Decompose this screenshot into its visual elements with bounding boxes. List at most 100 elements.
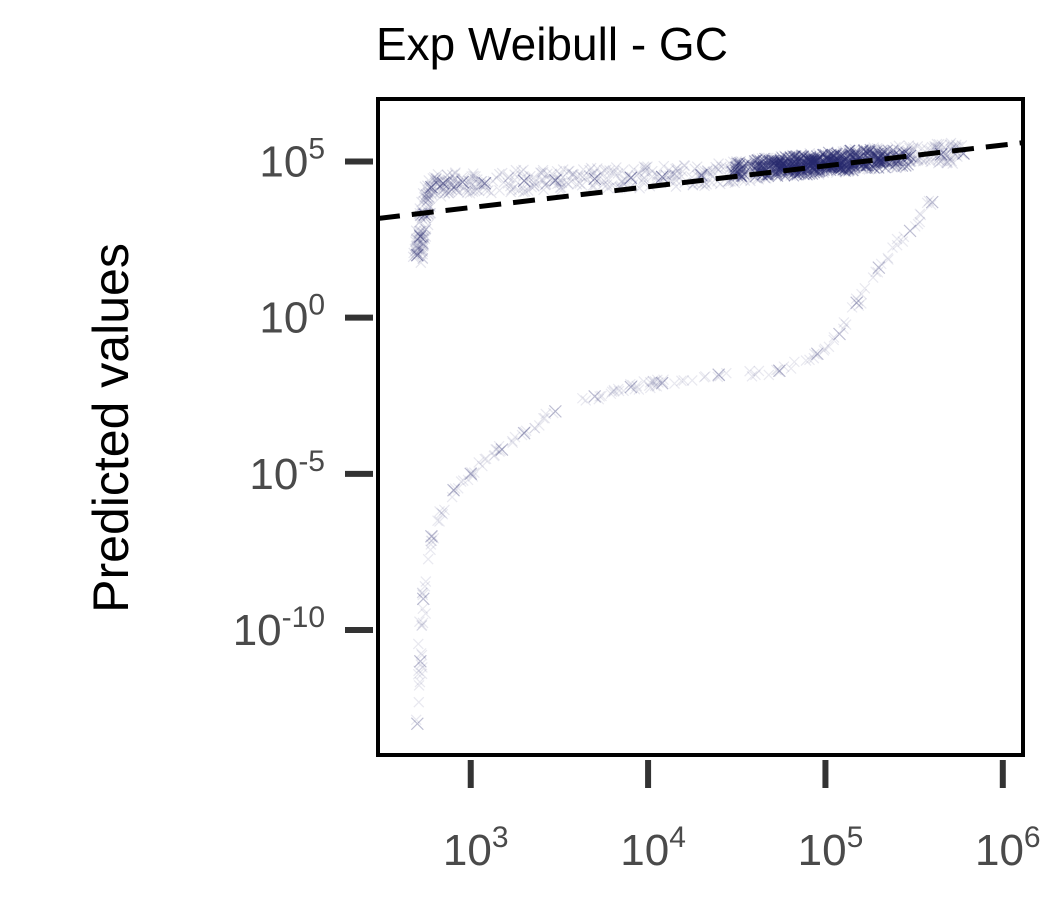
scatter-point xyxy=(844,144,856,156)
scatter-point xyxy=(638,172,650,184)
scatter-point xyxy=(849,163,861,175)
scatter-point xyxy=(746,370,758,382)
scatter-point xyxy=(540,179,551,191)
scatter-point xyxy=(842,150,854,162)
scatter-point xyxy=(637,177,649,188)
scatter-point xyxy=(438,183,450,195)
scatter-point xyxy=(795,152,807,164)
scatter-point xyxy=(820,153,832,165)
scatter-point xyxy=(519,426,531,438)
scatter-point xyxy=(446,491,458,503)
scatter-point xyxy=(841,158,852,170)
scatter-point xyxy=(862,148,874,160)
scatter-point xyxy=(426,184,438,196)
scatter-point xyxy=(730,161,742,173)
scatter-point xyxy=(653,377,664,388)
scatter-point xyxy=(413,654,427,668)
scatter-point xyxy=(766,154,778,166)
scatter-point xyxy=(425,182,437,194)
scatter-point xyxy=(778,150,790,162)
scatter-point xyxy=(480,453,492,465)
scatter-point xyxy=(426,189,438,201)
scatter-point xyxy=(835,150,847,162)
scatter-point xyxy=(719,161,731,173)
scatter-point xyxy=(810,150,822,161)
scatter-point xyxy=(529,422,540,434)
scatter-point xyxy=(871,142,883,154)
scatter-point xyxy=(478,176,492,190)
scatter-point xyxy=(434,186,446,198)
scatter-point xyxy=(875,258,887,270)
scatter-point xyxy=(436,507,448,519)
scatter-point xyxy=(788,170,800,182)
scatter-point xyxy=(502,177,514,189)
scatter-point xyxy=(730,160,742,172)
scatter-point xyxy=(750,160,762,172)
scatter-point xyxy=(553,172,565,184)
scatter-point xyxy=(446,180,457,191)
scatter-point xyxy=(900,160,912,172)
scatter-point xyxy=(773,157,785,168)
scatter-point xyxy=(850,296,864,310)
scatter-point xyxy=(435,190,447,202)
scatter-point xyxy=(429,177,441,188)
y-tick-label: 10-5 xyxy=(249,445,325,499)
scatter-point xyxy=(618,385,630,397)
scatter-point xyxy=(701,165,713,177)
scatter-point xyxy=(644,382,656,394)
scatter-point xyxy=(518,164,529,176)
scatter-point xyxy=(865,163,877,175)
scatter-point xyxy=(769,169,781,180)
scatter-point xyxy=(805,158,817,170)
scatter-point xyxy=(871,157,883,169)
scatter-point xyxy=(869,163,881,175)
scatter-point xyxy=(792,155,804,167)
scatter-point xyxy=(426,535,438,547)
scatter-point xyxy=(537,164,549,176)
scatter-point xyxy=(748,157,760,168)
scatter-point xyxy=(453,186,465,198)
scatter-point xyxy=(471,178,483,190)
scatter-point xyxy=(805,161,817,173)
scatter-point xyxy=(843,147,855,159)
scatter-point xyxy=(852,295,864,307)
scatter-point xyxy=(419,580,431,592)
scatter-point xyxy=(597,179,609,190)
scatter-point xyxy=(638,161,650,173)
scatter-point xyxy=(872,261,886,275)
scatter-point xyxy=(847,163,859,175)
scatter-point xyxy=(771,166,783,178)
scatter-point xyxy=(807,154,819,165)
scatter-point xyxy=(764,156,776,168)
scatter-point xyxy=(412,248,424,260)
scatter-point xyxy=(784,154,796,166)
scatter-point xyxy=(868,144,880,156)
scatter-point xyxy=(423,174,435,186)
scatter-point xyxy=(698,371,710,383)
scatter-point xyxy=(657,376,669,388)
scatter-point xyxy=(517,426,531,440)
scatter-point xyxy=(822,150,834,162)
scatter-point xyxy=(413,217,425,228)
x-tick-label: 105 xyxy=(798,821,864,875)
scatter-point xyxy=(870,266,882,278)
scatter-point xyxy=(414,616,425,628)
scatter-point xyxy=(770,166,782,178)
scatter-point xyxy=(633,384,645,395)
scatter-point xyxy=(749,155,761,166)
scatter-point xyxy=(810,347,824,361)
scatter-point xyxy=(430,173,442,185)
scatter-point xyxy=(807,161,819,173)
scatter-point xyxy=(447,175,459,187)
scatter-point xyxy=(785,157,797,168)
scatter-point xyxy=(773,166,785,178)
scatter-point xyxy=(784,152,796,163)
scatter-point xyxy=(843,165,855,176)
scatter-point xyxy=(814,152,826,164)
scatter-point xyxy=(424,529,438,543)
scatter-point xyxy=(538,184,550,196)
scatter-point xyxy=(547,407,559,419)
scatter-point xyxy=(731,157,742,169)
scatter-point xyxy=(617,164,629,176)
scatter-point xyxy=(902,151,914,163)
